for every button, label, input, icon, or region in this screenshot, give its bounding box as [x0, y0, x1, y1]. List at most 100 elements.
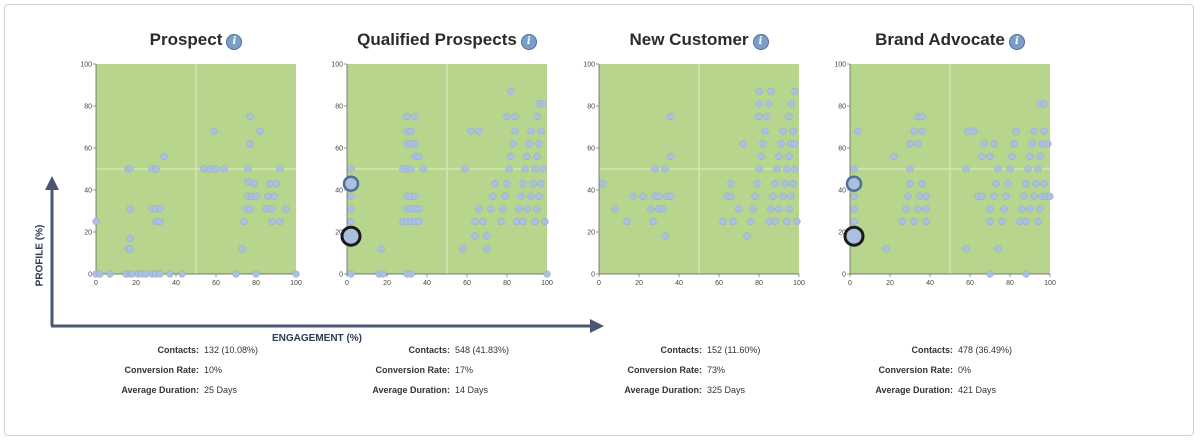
data-point[interactable] — [92, 217, 100, 226]
data-point[interactable] — [649, 217, 657, 226]
data-point[interactable] — [910, 127, 918, 135]
data-point[interactable] — [533, 112, 541, 121]
data-point[interactable] — [479, 217, 487, 226]
data-point[interactable] — [507, 152, 515, 161]
data-point[interactable] — [511, 127, 519, 135]
data-point[interactable] — [347, 165, 355, 173]
data-point[interactable] — [106, 270, 114, 278]
data-point[interactable] — [749, 205, 757, 213]
highlighted-data-point[interactable] — [340, 225, 362, 247]
data-point[interactable] — [166, 270, 174, 278]
data-point[interactable] — [647, 205, 655, 213]
highlighted-data-point[interactable] — [843, 225, 865, 247]
data-point[interactable] — [751, 192, 759, 200]
data-point[interactable] — [160, 152, 168, 161]
data-point[interactable] — [347, 192, 355, 200]
data-point[interactable] — [1034, 165, 1042, 173]
data-point[interactable] — [483, 245, 491, 253]
data-point[interactable] — [126, 245, 134, 253]
data-point[interactable] — [910, 217, 918, 226]
data-point[interactable] — [990, 192, 998, 200]
info-icon[interactable]: i — [752, 34, 769, 50]
data-point[interactable] — [347, 270, 355, 278]
data-point[interactable] — [779, 192, 787, 200]
data-point[interactable] — [918, 127, 926, 135]
data-point[interactable] — [503, 112, 511, 121]
info-icon[interactable]: i — [520, 34, 537, 50]
data-point[interactable] — [96, 270, 104, 278]
data-point[interactable] — [232, 270, 240, 278]
data-point[interactable] — [126, 234, 134, 242]
data-point[interactable] — [347, 205, 355, 213]
data-point[interactable] — [501, 192, 509, 200]
data-point[interactable] — [505, 165, 513, 173]
data-point[interactable] — [1040, 127, 1048, 135]
data-point[interactable] — [1036, 205, 1044, 213]
data-point[interactable] — [970, 127, 978, 135]
data-point[interactable] — [178, 270, 186, 278]
data-point[interactable] — [906, 180, 914, 188]
data-point[interactable] — [1040, 180, 1048, 188]
data-point[interactable] — [1022, 180, 1030, 188]
data-point[interactable] — [898, 217, 906, 226]
data-point[interactable] — [531, 217, 539, 226]
data-point[interactable] — [415, 205, 423, 213]
data-point[interactable] — [407, 165, 415, 173]
data-point[interactable] — [739, 140, 747, 148]
data-point[interactable] — [407, 270, 415, 278]
data-point[interactable] — [1012, 127, 1020, 135]
data-point[interactable] — [126, 205, 134, 213]
data-point[interactable] — [761, 127, 769, 135]
data-point[interactable] — [1030, 192, 1038, 200]
data-point[interactable] — [743, 232, 751, 240]
data-point[interactable] — [629, 192, 637, 200]
data-point[interactable] — [994, 165, 1002, 173]
data-point[interactable] — [850, 217, 858, 226]
data-point[interactable] — [126, 165, 134, 173]
data-point[interactable] — [767, 87, 775, 95]
data-point[interactable] — [918, 180, 926, 188]
data-point[interactable] — [755, 112, 763, 121]
data-point[interactable] — [779, 127, 787, 135]
data-point[interactable] — [611, 205, 619, 213]
data-point[interactable] — [519, 217, 527, 226]
data-point[interactable] — [276, 217, 284, 226]
data-point[interactable] — [791, 87, 799, 95]
data-point[interactable] — [347, 217, 355, 226]
data-point[interactable] — [252, 270, 260, 278]
data-point[interactable] — [531, 165, 539, 173]
data-point[interactable] — [727, 192, 735, 200]
data-point[interactable] — [537, 127, 545, 135]
data-point[interactable] — [727, 180, 735, 188]
data-point[interactable] — [403, 112, 411, 121]
data-point[interactable] — [904, 192, 912, 200]
data-point[interactable] — [906, 165, 914, 173]
data-point[interactable] — [1026, 152, 1034, 161]
data-point[interactable] — [882, 245, 890, 253]
data-point[interactable] — [497, 217, 505, 226]
data-point[interactable] — [755, 87, 763, 95]
data-point[interactable] — [521, 165, 529, 173]
data-point[interactable] — [667, 192, 675, 200]
data-point[interactable] — [539, 165, 547, 173]
data-point[interactable] — [914, 140, 922, 148]
data-point[interactable] — [775, 152, 783, 161]
data-point[interactable] — [244, 165, 252, 173]
data-point[interactable] — [850, 205, 858, 213]
data-point[interactable] — [1044, 140, 1052, 148]
data-point[interactable] — [667, 152, 675, 161]
data-point[interactable] — [491, 180, 499, 188]
data-point[interactable] — [499, 205, 507, 213]
data-point[interactable] — [1020, 192, 1028, 200]
data-point[interactable] — [747, 217, 755, 226]
data-point[interactable] — [156, 217, 164, 226]
data-point[interactable] — [661, 165, 669, 173]
data-point[interactable] — [1024, 165, 1032, 173]
data-point[interactable] — [415, 152, 423, 161]
data-point[interactable] — [411, 140, 419, 148]
data-point[interactable] — [152, 165, 160, 173]
data-point[interactable] — [240, 217, 248, 226]
data-point[interactable] — [922, 205, 930, 213]
data-point[interactable] — [475, 205, 483, 213]
data-point[interactable] — [527, 127, 535, 135]
